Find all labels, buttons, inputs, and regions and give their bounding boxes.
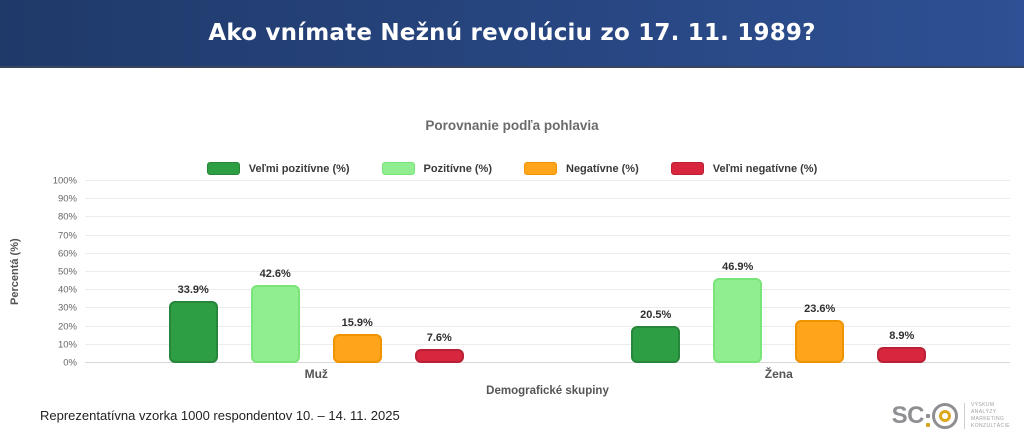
grid-line (85, 289, 1010, 291)
grid-line (85, 216, 1010, 218)
bar-žena-series-1[interactable] (713, 277, 763, 363)
legend-swatch-icon (670, 162, 704, 175)
bar-žena-series-2[interactable] (795, 320, 845, 363)
y-tick-label: 80% (57, 211, 77, 223)
bar-muž-series-1[interactable] (250, 285, 300, 363)
bar-muž-series-0[interactable] (168, 301, 218, 363)
logo-tagline-line: VÝSKUM (970, 402, 995, 408)
grid-line (85, 307, 1010, 309)
legend-swatch-icon (381, 162, 415, 175)
chart-panel: Porovnanie podľa pohlavia Veľmi pozitívn… (0, 68, 1024, 397)
legend-swatch-icon (524, 162, 557, 175)
legend-item-2[interactable]: Negatívne (%) (524, 162, 639, 175)
bar-žena-series-3[interactable] (877, 346, 927, 363)
logo-colon-icon (925, 403, 930, 427)
bar-group-žena: 20.5% 46.9% 23.6% 8.9% (548, 181, 1011, 363)
y-tick-label: 100% (52, 175, 77, 187)
bar-žena-series-0[interactable] (631, 325, 681, 363)
sample-footnote: Reprezentatívna vzorka 1000 respondentov… (40, 408, 400, 423)
bar-col: 8.9% (877, 329, 927, 363)
bar-col: 46.9% (713, 260, 763, 363)
bar-value-label: 8.9% (889, 329, 915, 342)
logo-text: SC (891, 401, 925, 429)
logo-tagline-line: KONZULTÁCIE (970, 423, 1010, 429)
legend-label: Pozitívne (%) (423, 162, 492, 175)
category-label-žena: Žena (764, 367, 793, 381)
bar-value-label: 23.6% (804, 303, 836, 316)
bar-col: 23.6% (795, 303, 845, 363)
y-tick-label: 10% (57, 339, 77, 351)
y-tick-label: 0% (63, 357, 77, 369)
y-tick-label: 20% (57, 321, 77, 333)
bar-col: 20.5% (631, 308, 681, 363)
category-label-muž: Muž (304, 367, 328, 381)
bar-col: 15.9% (332, 317, 382, 363)
bars-row: 33.9% 42.6% 15.9% 7.6% 20.5% 46.9% 23.6% 8.9% (85, 181, 1010, 363)
category-labels-row: Muž Žena (85, 363, 1010, 381)
legend-label: Veľmi negatívne (%) (712, 162, 818, 175)
chart-title: Porovnanie podľa pohlavia (425, 118, 599, 133)
grid-line (85, 325, 1010, 327)
bar-group-muž: 33.9% 42.6% 15.9% 7.6% (85, 181, 548, 363)
logo-tagline-line: MARKETING (970, 416, 1005, 422)
bar-value-label: 42.6% (259, 268, 291, 281)
logo-circle-icon (931, 402, 958, 429)
grid-line (85, 252, 1010, 254)
legend-item-1[interactable]: Pozitívne (%) (381, 162, 492, 175)
y-tick-label: 90% (57, 193, 77, 205)
bar-value-label: 7.6% (426, 332, 452, 345)
y-tick-label: 30% (57, 302, 77, 314)
bar-muž-series-2[interactable] (332, 334, 382, 363)
legend-label: Veľmi pozitívne (%) (248, 162, 350, 175)
bar-col: 42.6% (250, 268, 300, 363)
footer: Reprezentatívna vzorka 1000 respondentov… (0, 402, 1024, 429)
legend-swatch-icon (206, 162, 240, 175)
y-tick-label: 60% (57, 248, 77, 260)
bar-value-label: 15.9% (341, 317, 373, 330)
grid-line (85, 343, 1010, 345)
legend-label: Negatívne (%) (566, 162, 639, 175)
grid-line (85, 234, 1010, 236)
page-title: Ako vnímate Nežnú revolúciu zo 17. 11. 1… (208, 20, 816, 46)
bar-muž-series-3[interactable] (414, 349, 464, 363)
y-axis-title: Percentá (%) (9, 238, 21, 306)
header-banner: Ako vnímate Nežnú revolúciu zo 17. 11. 1… (0, 0, 1024, 68)
y-tick-label: 50% (57, 266, 77, 278)
bar-col: 33.9% (168, 284, 218, 363)
logo-tagline-line: ANALÝZY (970, 409, 997, 415)
bar-value-label: 46.9% (722, 260, 754, 273)
scio-logo: SC VÝSKUM ANALÝZY MARKETING KONZULTÁCIE (892, 402, 1010, 429)
bar-value-label: 20.5% (640, 308, 672, 321)
logo-divider (963, 402, 965, 429)
chart-legend: Veľmi pozitívne (%) Pozitívne (%) Negatívn… (0, 162, 1024, 175)
y-tick-label: 40% (57, 284, 77, 296)
y-tick-label: 70% (57, 230, 77, 242)
legend-item-0[interactable]: Veľmi pozitívne (%) (206, 162, 350, 175)
x-axis-title: Demografické skupiny (486, 385, 609, 397)
plot-area: Percentá (%) 0% 10% 20% 30% 40% 50% 60% 70% 80% 9… (9, 176, 1010, 369)
bar-col: 7.6% (414, 332, 464, 363)
legend-item-3[interactable]: Veľmi negatívne (%) (670, 162, 818, 175)
bar-value-label: 33.9% (177, 284, 209, 297)
grid-line (85, 362, 1010, 363)
logo-tagline: VÝSKUM ANALÝZY MARKETING KONZULTÁCIE (971, 402, 1010, 429)
grid-line (85, 180, 1010, 181)
grid-line (85, 271, 1010, 272)
grid-line (85, 198, 1010, 200)
